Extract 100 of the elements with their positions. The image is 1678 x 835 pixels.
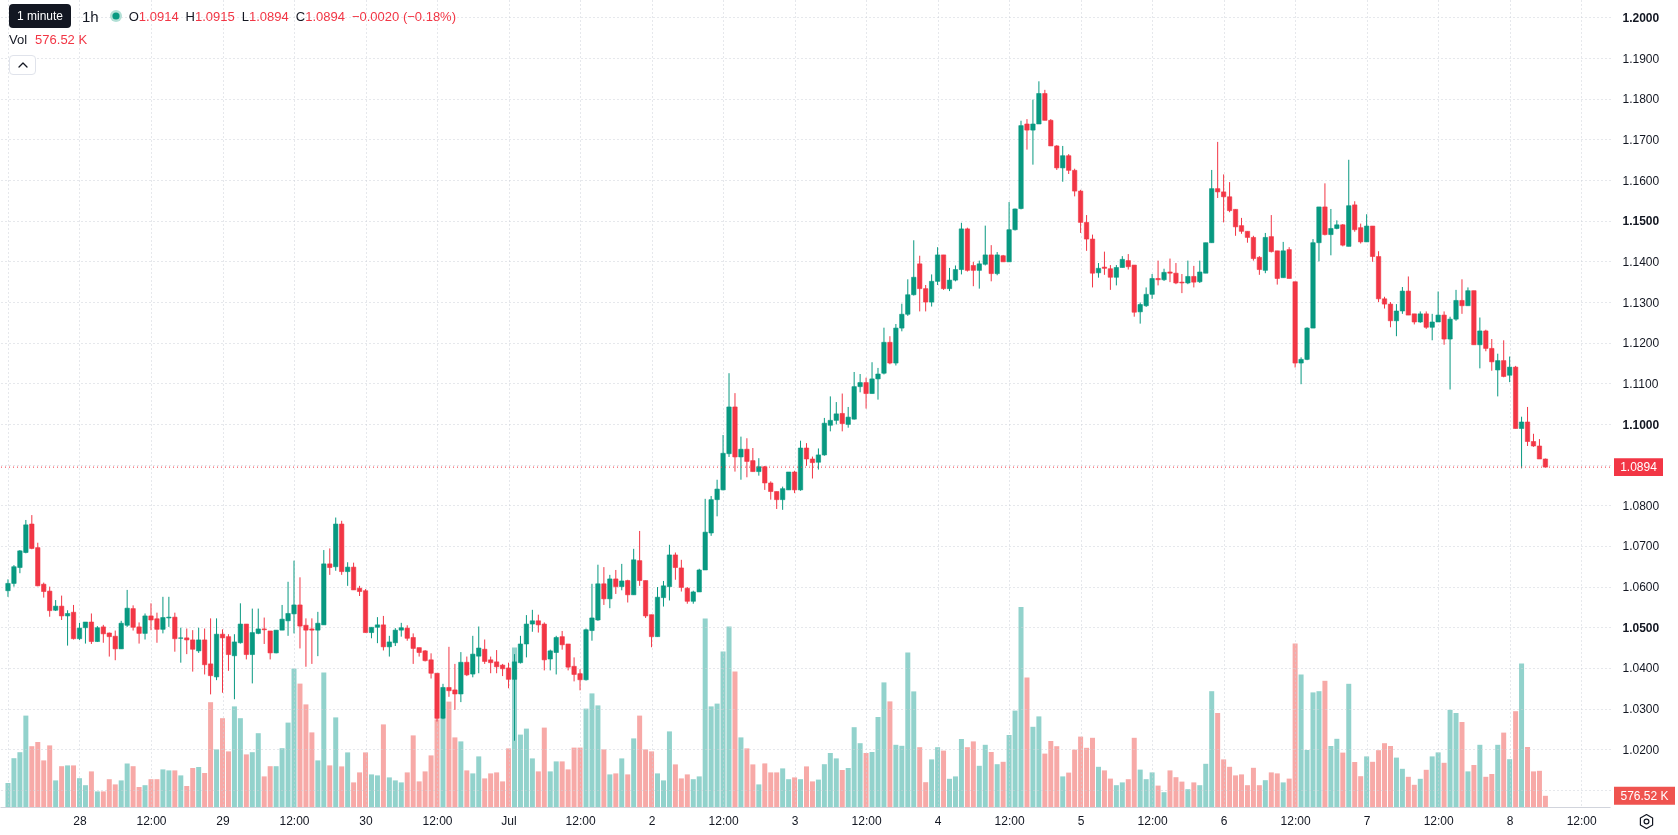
bar <box>71 765 77 807</box>
annotation: 576.52 K <box>35 32 88 48</box>
bar <box>243 754 249 807</box>
bar <box>887 701 893 807</box>
bar <box>601 749 607 807</box>
bar <box>863 753 869 807</box>
bar <box>1060 776 1066 807</box>
y-tick-label: 1.0200 <box>1622 742 1660 757</box>
bar <box>625 774 631 807</box>
bar <box>1161 792 1167 807</box>
bar <box>196 767 202 807</box>
candlestick <box>839 393 845 432</box>
bar <box>839 770 845 807</box>
x-tick-label: 5 <box>1077 813 1085 828</box>
candlestick <box>142 612 148 640</box>
bar <box>1501 732 1507 807</box>
bar <box>88 771 94 807</box>
bar <box>613 773 619 807</box>
candlestick <box>196 627 202 654</box>
ref-line-label: 1.0894 <box>1620 460 1658 475</box>
x-tick-label: 6 <box>1220 813 1228 828</box>
x-tick-label: 12:00 <box>279 813 310 828</box>
bar <box>732 671 738 807</box>
candlestick <box>988 244 994 282</box>
candlestick <box>345 561 351 587</box>
candlestick <box>1191 265 1197 288</box>
bar <box>1495 744 1501 807</box>
candlestick <box>1441 310 1447 346</box>
x-tick-label: 12:00 <box>1280 813 1311 828</box>
x-tick-label: 12:00 <box>1423 813 1454 828</box>
bar <box>1095 766 1101 807</box>
candlestick <box>1364 213 1370 243</box>
bar <box>464 770 470 807</box>
bar <box>1340 752 1346 807</box>
bar <box>178 775 184 807</box>
y-tick-label: 1.1000 <box>1622 417 1660 432</box>
x-tick-label: 4 <box>934 813 942 828</box>
bar <box>1364 756 1370 807</box>
bar <box>1280 782 1286 807</box>
bar <box>607 774 613 807</box>
bar <box>1024 677 1030 807</box>
annotation: −0.0020 (−0.18%) <box>351 8 456 24</box>
x-tick-label: 12:00 <box>1566 813 1597 828</box>
bar <box>1423 769 1429 807</box>
bar <box>1513 711 1519 807</box>
candlestick <box>887 335 893 365</box>
candlestick <box>261 617 267 645</box>
bar <box>1155 785 1161 807</box>
y-tick-label: 1.1500 <box>1622 214 1660 229</box>
x-tick-label: 12:00 <box>136 813 167 828</box>
bar <box>1507 759 1513 807</box>
y-tick-label: 1.0500 <box>1622 620 1660 635</box>
x-tick-label: Jul <box>501 813 517 828</box>
bar <box>738 737 744 807</box>
y-tick-label: 1.1800 <box>1622 92 1660 107</box>
bar <box>172 770 178 807</box>
tooltip: 1 minute <box>9 4 72 28</box>
annotation: H1.0915 <box>185 8 235 24</box>
candlestick <box>601 566 607 606</box>
x-tick-label: 12:00 <box>708 813 739 828</box>
candlestick <box>267 630 273 660</box>
candlestick <box>994 251 1000 276</box>
bar <box>345 752 351 807</box>
text: 576.52 K <box>1620 788 1669 803</box>
candlestick <box>1507 356 1513 383</box>
bar <box>1262 780 1268 807</box>
x-tick-label: 8 <box>1506 813 1514 828</box>
y-tick-label: 1.0700 <box>1622 539 1660 554</box>
y-tick-label: 1.1100 <box>1622 376 1659 391</box>
x-tick-label: 29 <box>216 813 230 828</box>
x-tick-label: 30 <box>359 813 374 828</box>
candlestick <box>1459 278 1465 315</box>
candlestick <box>1060 145 1066 183</box>
bar <box>756 784 762 807</box>
bar <box>1185 789 1191 807</box>
candlestick <box>65 609 71 647</box>
x-tick-label: 28 <box>73 813 87 828</box>
bar <box>798 779 804 807</box>
bar <box>1477 744 1483 807</box>
bar <box>1459 722 1465 807</box>
bar <box>327 765 333 807</box>
x-tick-label: 12:00 <box>1137 813 1168 828</box>
y-tick-label: 1.1900 <box>1622 51 1660 66</box>
bar <box>631 738 637 807</box>
bar <box>1441 762 1447 807</box>
bar <box>941 750 947 807</box>
bar <box>1471 765 1477 807</box>
candlestick <box>1465 286 1471 307</box>
bar <box>94 791 100 807</box>
candlestick <box>327 547 333 576</box>
x-tick-label: 12:00 <box>851 813 882 828</box>
bar <box>142 785 148 807</box>
bar <box>994 764 1000 807</box>
bar <box>65 765 71 807</box>
x-tick-label: 12:00 <box>422 813 453 828</box>
annotation: O1.0914 <box>128 8 179 24</box>
candlestick <box>59 595 65 621</box>
candlestick <box>88 612 94 645</box>
bar <box>53 780 59 807</box>
y-tick-label: 1.1200 <box>1622 336 1660 351</box>
